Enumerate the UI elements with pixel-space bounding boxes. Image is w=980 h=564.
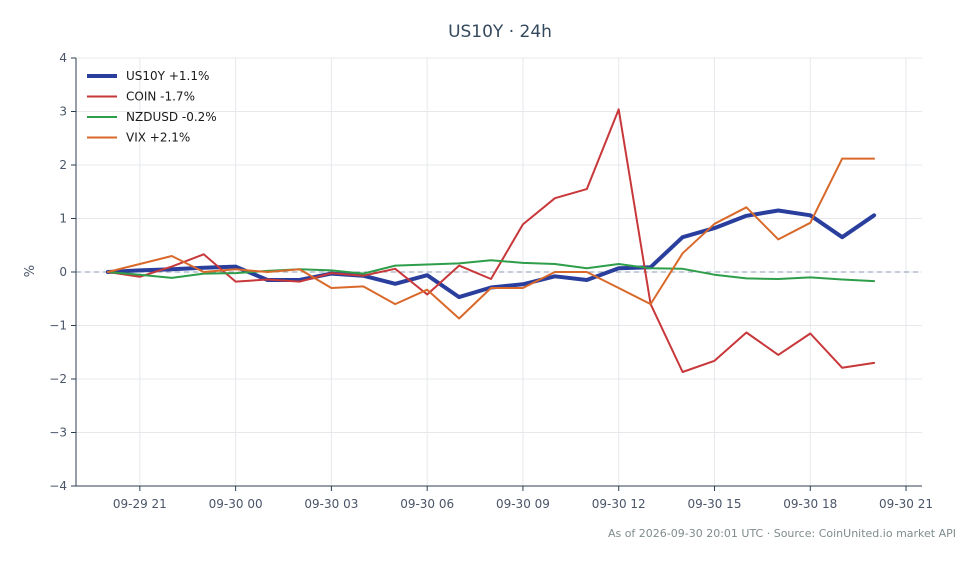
y-tick-label: −1 [49, 319, 67, 333]
footer-source-note: As of 2026-09-30 20:01 UTC · Source: Coi… [608, 527, 956, 540]
x-tick-label: 09-30 03 [304, 497, 358, 511]
x-tick-label: 09-30 21 [879, 497, 933, 511]
series-line-coin [106, 108, 876, 373]
y-tick-label: 4 [59, 51, 67, 65]
y-tick-label: 1 [59, 212, 67, 226]
y-tick-label: −2 [49, 372, 67, 386]
y-tick-label: 3 [59, 105, 67, 119]
y-tick-label: 2 [59, 158, 67, 172]
x-tick-label: 09-30 06 [400, 497, 454, 511]
series-layer [105, 108, 877, 373]
x-tick-label: 09-30 09 [496, 497, 550, 511]
y-tick-label: −3 [49, 426, 67, 440]
chart-title: US10Y · 24h [448, 22, 552, 42]
legend-label: COIN -1.7% [126, 90, 195, 104]
legend-label: VIX +2.1% [126, 131, 190, 145]
series-line-nzdusd [106, 259, 876, 283]
x-tick-label: 09-30 18 [783, 497, 837, 511]
y-axis-label: % [23, 265, 38, 277]
series-line-vix [106, 157, 876, 320]
legend-label: US10Y +1.1% [126, 69, 209, 83]
x-tick-label: 09-29 21 [113, 497, 167, 511]
legend-label: NZDUSD -0.2% [126, 110, 217, 124]
x-tick-label: 09-30 15 [688, 497, 742, 511]
y-tick-label: −4 [49, 479, 67, 493]
legend: US10Y +1.1% COIN -1.7% NZDUSD -0.2% VIX +2.… [87, 69, 217, 145]
y-tick-label: 0 [59, 265, 67, 279]
x-tick-label: 09-30 00 [209, 497, 263, 511]
x-tick-label: 09-30 12 [592, 497, 646, 511]
axis-layer: 4 3 2 1 0 −1 −2 −3 −4 09-29 21 09-30 00 09-30 03 09-… [49, 51, 933, 511]
series-line-us10y [105, 208, 877, 300]
